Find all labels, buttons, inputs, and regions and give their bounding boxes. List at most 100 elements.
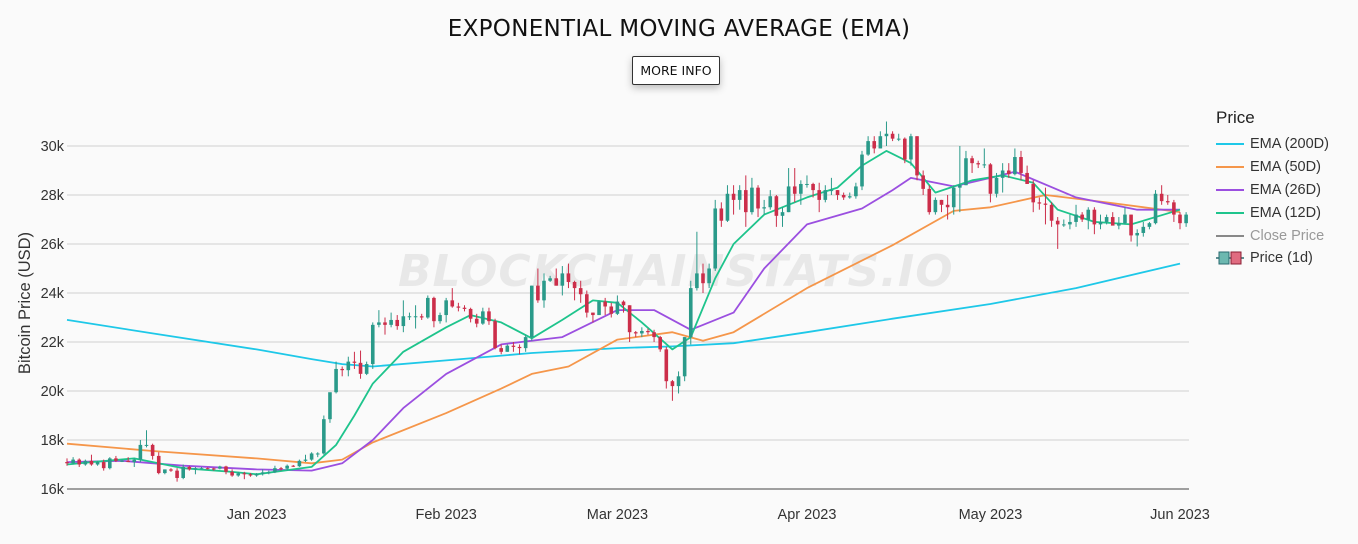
candle-up (878, 131, 883, 149)
candle-up (285, 464, 289, 471)
candle-body (101, 462, 106, 469)
candle-down (358, 350, 363, 379)
candle-down (1031, 180, 1036, 213)
candle-down (817, 182, 821, 213)
candle-down (511, 342, 516, 352)
candle-body (77, 459, 82, 465)
candle-down (419, 313, 424, 320)
candle-body (254, 473, 259, 476)
candle-body (120, 460, 124, 462)
candle-down (77, 458, 82, 467)
candle-body (1153, 193, 1158, 224)
candle-body (181, 466, 185, 478)
legend-title: Price (1216, 108, 1255, 127)
candle-body (144, 444, 149, 446)
legend-item-close-price[interactable]: Close Price (1216, 224, 1329, 247)
candle-up (688, 280, 693, 345)
candle-down (1055, 217, 1060, 249)
candle-down (474, 313, 479, 328)
candle-up (181, 464, 185, 480)
legend-item-ema-12d[interactable]: EMA (12D) (1216, 201, 1329, 224)
candle-down (939, 199, 944, 213)
legend-item-ema-50d[interactable]: EMA (50D) (1216, 156, 1329, 179)
more-info-button[interactable]: MORE INFO (632, 56, 720, 85)
candle-body (1000, 170, 1005, 178)
candle-body (1172, 202, 1176, 215)
candle-down (1159, 185, 1164, 205)
legend-item-ema-200d[interactable]: EMA (200D) (1216, 133, 1329, 156)
candle-body (328, 392, 332, 420)
candle-body (444, 300, 448, 316)
candle-body (878, 136, 883, 149)
candle-up (896, 133, 901, 142)
candle-body (1178, 214, 1182, 224)
candle-body (1006, 170, 1011, 175)
y-tick-label: 22k (41, 335, 65, 351)
candle-body (854, 186, 858, 197)
candle-up (438, 312, 442, 324)
candle-up (505, 344, 510, 352)
candle-up (138, 440, 143, 463)
candle-up (560, 266, 565, 296)
candle-body (1049, 204, 1054, 221)
candle-body (487, 311, 491, 322)
candle-body (695, 273, 699, 289)
candle-body (279, 468, 283, 470)
candle-down (156, 452, 161, 475)
candle-body (701, 273, 705, 284)
candle-body (1159, 193, 1164, 202)
legend-swatch-close-price (1216, 234, 1244, 237)
candle-down (658, 335, 662, 352)
candle-body (309, 453, 314, 460)
candle-body (1019, 157, 1023, 173)
candle-body (554, 278, 559, 286)
candle-body (169, 469, 173, 471)
candle-down (554, 268, 559, 286)
candle-down (1165, 195, 1170, 205)
candle-down (835, 190, 840, 200)
candle-down (701, 263, 705, 293)
candle-body (591, 312, 595, 316)
candle-up (847, 192, 852, 199)
legend-item-price-1d[interactable]: Price (1d) (1216, 247, 1329, 270)
candle-body (964, 158, 968, 186)
candle-up (297, 459, 302, 467)
candle-body (499, 348, 503, 352)
candle-body (615, 301, 620, 314)
candle-up (193, 466, 198, 475)
candle-body (517, 346, 522, 349)
candle-down (572, 280, 577, 301)
legend-item-ema-26d[interactable]: EMA (26D) (1216, 179, 1329, 202)
candle-body (682, 337, 687, 377)
y-tick-label: 16k (41, 482, 65, 498)
candle-down (395, 315, 400, 330)
candle-body (1129, 214, 1133, 236)
candle-down (205, 467, 210, 470)
legend-label: EMA (26D) (1250, 181, 1321, 198)
candle-body (1086, 209, 1091, 220)
candle-body (823, 190, 828, 200)
candle-body (719, 208, 724, 221)
candle-up (695, 231, 699, 291)
y-axis: 16k 18k 20k 22k 24k 26k 28k 30k (41, 139, 65, 498)
candle-body (707, 268, 711, 284)
candle-body (523, 337, 528, 349)
candle-down (340, 366, 344, 377)
candlesticks (65, 121, 1188, 482)
candle-body (933, 199, 938, 213)
candle-down (792, 168, 797, 203)
candle-body (419, 316, 424, 318)
ema-lines (66, 150, 1181, 476)
y-axis-label: Bitcoin Price (USD) (16, 232, 34, 374)
candle-body (1068, 221, 1072, 225)
candle-down (1080, 212, 1084, 222)
candle-body (548, 278, 552, 281)
candle-body (132, 459, 137, 463)
candle-up (364, 361, 369, 376)
candle-body (1141, 226, 1146, 233)
candle-body (994, 177, 999, 194)
candle-body (163, 469, 167, 474)
candle-body (1080, 214, 1084, 220)
candle-down (609, 302, 614, 318)
